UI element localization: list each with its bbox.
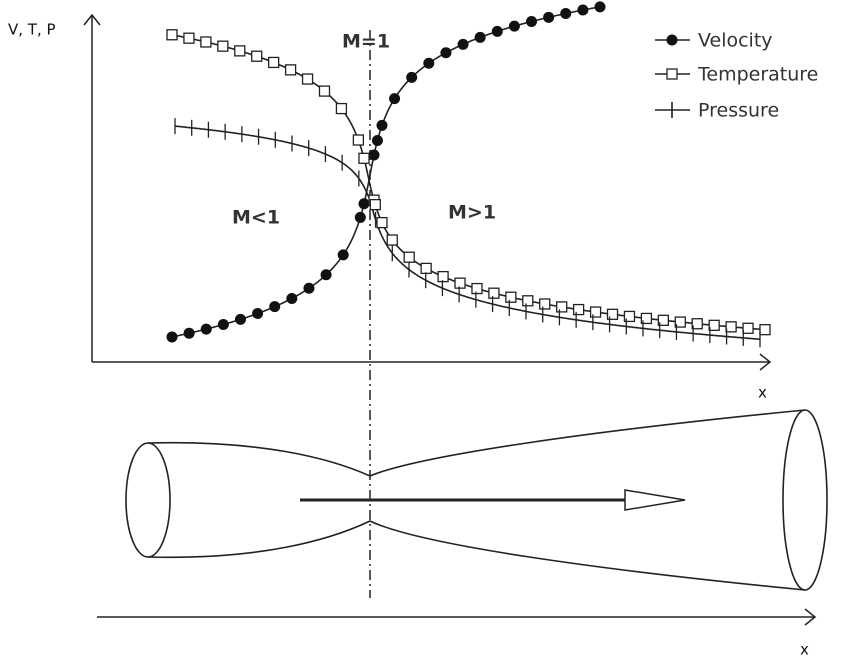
nozzle: [97, 410, 827, 625]
temperature-marker: [319, 86, 329, 96]
temperature-marker: [377, 218, 387, 228]
temperature-marker: [421, 263, 431, 273]
velocity-marker: [252, 308, 263, 319]
legend: Velocity Temperature Pressure: [655, 30, 818, 122]
supersonic-label: M>1: [448, 202, 496, 224]
velocity-marker: [492, 26, 503, 37]
velocity-marker: [321, 269, 332, 280]
temperature-marker: [760, 325, 770, 335]
temperature-marker: [726, 322, 736, 332]
temperature-marker: [184, 33, 194, 43]
temperature-marker: [235, 46, 245, 56]
velocity-marker: [269, 301, 280, 312]
temperature-marker: [353, 135, 363, 145]
temperature-marker: [709, 320, 719, 330]
y-axis-label: V, T, P: [8, 21, 56, 39]
velocity-marker: [184, 328, 195, 339]
x-axis-label: x: [758, 384, 767, 402]
velocity-marker: [440, 47, 451, 58]
legend-marker: [667, 35, 678, 46]
velocity-marker: [235, 314, 246, 325]
velocity-marker: [595, 1, 606, 12]
temperature-marker: [167, 30, 177, 40]
velocity-marker: [218, 319, 229, 330]
temperature-marker: [303, 74, 313, 84]
temperature-marker: [269, 57, 279, 67]
temperature-marker: [506, 292, 516, 302]
temperature-marker: [286, 65, 296, 75]
velocity-marker: [389, 93, 400, 104]
velocity-marker: [406, 72, 417, 83]
temperature-marker: [743, 323, 753, 333]
velocity-marker: [377, 120, 388, 131]
temperature-marker: [218, 41, 228, 51]
velocity-marker: [526, 16, 537, 27]
velocity-marker: [372, 135, 383, 146]
temperature-marker: [557, 302, 567, 312]
figure: V, T, P x M=1 M<1 M>1 Velocity Temperatu…: [0, 0, 846, 658]
pressure-curve: [175, 126, 760, 339]
temperature-marker: [574, 305, 584, 315]
velocity-marker: [369, 150, 380, 161]
velocity-marker: [201, 324, 212, 335]
legend-label: Temperature: [697, 64, 818, 86]
temperature-marker: [455, 278, 465, 288]
temperature-marker: [489, 288, 499, 298]
temperature-marker: [591, 307, 601, 317]
velocity-marker: [423, 58, 434, 69]
nozzle-bottom-wall: [148, 521, 805, 590]
temperature-marker: [387, 235, 397, 245]
velocity-marker: [355, 212, 366, 223]
velocity-marker: [458, 39, 469, 50]
velocity-marker: [560, 8, 571, 19]
velocity-marker: [577, 5, 588, 16]
temperature-marker: [370, 200, 380, 210]
temperature-marker: [472, 284, 482, 294]
temperature-marker: [201, 37, 211, 47]
nozzle-inlet: [126, 443, 170, 557]
velocity-marker: [359, 198, 370, 209]
velocity-marker: [286, 293, 297, 304]
velocity-marker: [338, 249, 349, 260]
legend-marker: [667, 69, 677, 79]
temperature-marker: [404, 252, 414, 262]
temperature-marker: [523, 296, 533, 306]
nozzle-x-axis-label: x: [800, 641, 809, 658]
temperature-marker: [252, 51, 262, 61]
temperature-marker: [540, 299, 550, 309]
velocity-marker: [303, 283, 314, 294]
nozzle-top-wall: [148, 410, 805, 476]
sonic-label: M=1: [342, 31, 390, 53]
subsonic-label: M<1: [232, 207, 280, 229]
curves: [167, 1, 771, 347]
temperature-marker: [336, 104, 346, 114]
velocity-marker: [475, 32, 486, 43]
velocity-marker: [509, 21, 520, 32]
flow-arrow-head: [625, 490, 685, 510]
temperature-marker: [438, 272, 448, 282]
legend-label: Velocity: [698, 30, 773, 52]
nozzle-outlet: [783, 410, 827, 590]
velocity-marker: [167, 331, 178, 342]
legend-label: Pressure: [698, 100, 779, 122]
temperature-marker: [359, 153, 369, 163]
velocity-marker: [543, 12, 554, 23]
